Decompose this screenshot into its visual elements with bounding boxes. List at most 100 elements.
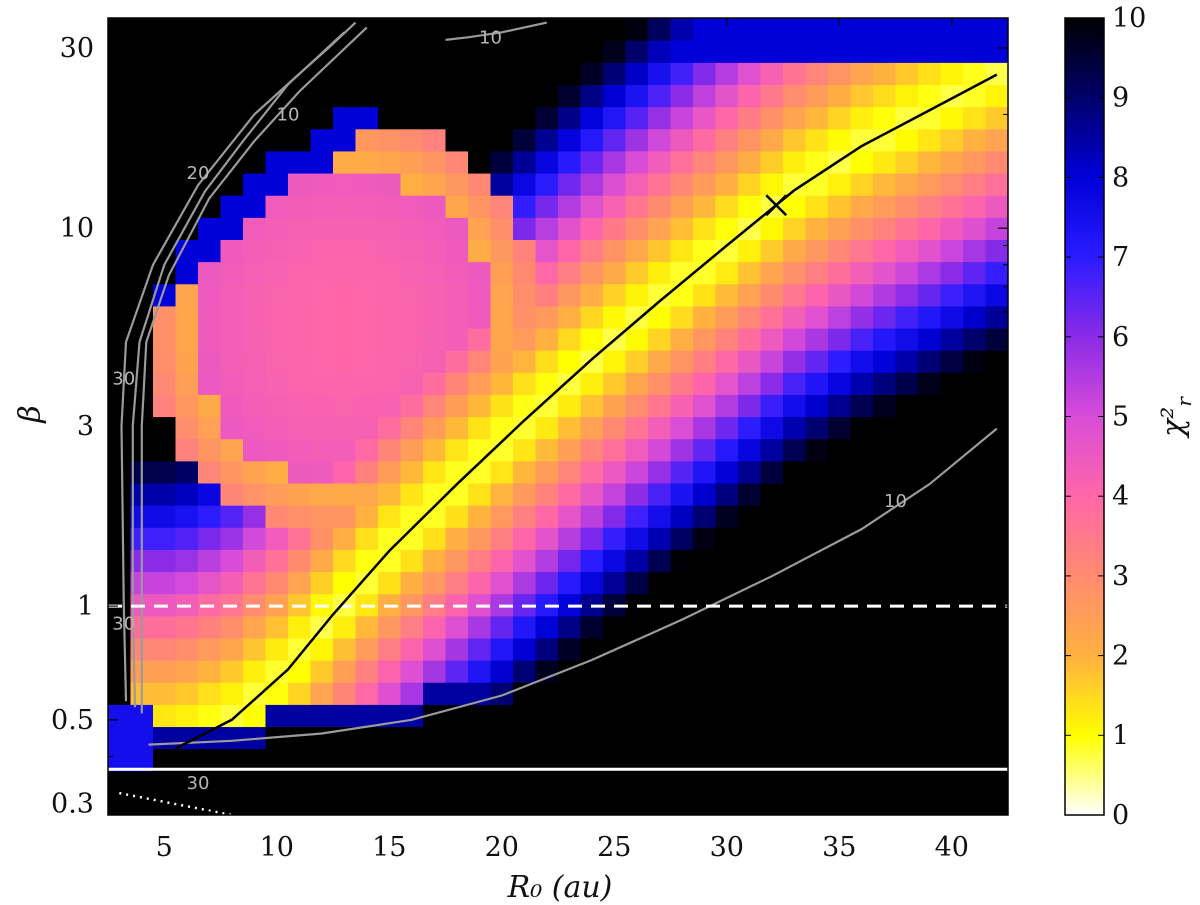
heatmap-cell	[423, 660, 447, 683]
heatmap-cell	[243, 704, 267, 728]
heatmap-cell	[985, 150, 1008, 174]
heatmap-cell	[198, 637, 222, 661]
heatmap-cell	[400, 62, 424, 86]
heatmap-cell	[895, 350, 919, 373]
heatmap-cell	[355, 460, 379, 484]
heatmap-cell	[265, 150, 289, 174]
reference-line-dotted	[119, 791, 233, 815]
heatmap-cell	[985, 62, 1008, 86]
heatmap-cell	[603, 394, 627, 418]
heatmap-cell	[130, 350, 154, 373]
heatmap-cell	[985, 482, 1008, 506]
plot-frame	[107, 17, 1009, 816]
heatmap-cell	[468, 172, 492, 196]
heatmap-cell	[490, 128, 514, 152]
heatmap-cell	[985, 217, 1008, 240]
heatmap-cell	[738, 615, 762, 639]
heatmap-cell	[580, 615, 604, 639]
heatmap-cell	[805, 394, 829, 418]
heatmap-cell	[355, 62, 379, 86]
heatmap-cell	[243, 527, 267, 550]
heatmap-cell	[108, 18, 132, 41]
heatmap-cell	[918, 327, 942, 351]
heatmap-cell	[243, 106, 267, 130]
heatmap-cell	[378, 571, 402, 595]
heatmap-cell	[175, 394, 199, 418]
heatmap-cell	[400, 416, 424, 440]
heatmap-cell	[783, 571, 807, 595]
heatmap-cell	[513, 394, 537, 418]
heatmap-cell	[468, 460, 492, 484]
heatmap-cell	[108, 128, 132, 152]
heatmap-cell	[850, 172, 874, 196]
heatmap-cell	[580, 261, 604, 285]
heatmap-cell	[918, 18, 942, 41]
heatmap-cell	[670, 792, 694, 815]
heatmap-cell	[423, 261, 447, 285]
heatmap-cell	[715, 792, 739, 815]
heatmap-cell	[738, 682, 762, 705]
heatmap-cell	[648, 128, 672, 152]
heatmap-cell	[985, 84, 1008, 108]
heatmap-cell	[963, 40, 987, 63]
heatmap-cell	[828, 305, 852, 329]
heatmap-cell	[423, 372, 447, 395]
heatmap-cell	[378, 416, 402, 440]
heatmap-cell	[670, 84, 694, 108]
heatmap-cell	[220, 571, 244, 595]
heatmap-cell	[333, 172, 357, 196]
heatmap-cell	[513, 239, 537, 263]
heatmap-cell	[400, 261, 424, 285]
heatmap-cell	[805, 615, 829, 639]
heatmap-cell	[130, 726, 154, 750]
heatmap-cell	[693, 549, 717, 573]
heatmap-cell	[895, 305, 919, 329]
heatmap-cell	[693, 615, 717, 639]
heatmap-cell	[760, 637, 784, 661]
heatmap-cell	[895, 394, 919, 418]
heatmap-cell	[378, 615, 402, 639]
heatmap-cell	[175, 350, 199, 373]
heatmap-cell	[288, 704, 312, 728]
heatmap-cell	[693, 770, 717, 794]
heatmap-cell	[513, 350, 537, 373]
heatmap-cell	[760, 261, 784, 285]
heatmap-cell	[873, 482, 897, 506]
heatmap-cell	[468, 527, 492, 550]
heatmap-cell	[535, 615, 559, 639]
heatmap-cell	[243, 84, 267, 108]
heatmap-cell	[513, 748, 537, 772]
heatmap-cell	[625, 195, 649, 218]
colorbar-tick-label: 7	[1112, 242, 1129, 273]
heatmap-cell	[895, 150, 919, 174]
heatmap-cell	[378, 18, 402, 41]
heatmap-cell	[805, 792, 829, 815]
heatmap-cell	[895, 416, 919, 440]
heatmap-cell	[625, 128, 649, 152]
heatmap-cell	[895, 482, 919, 506]
y-axis-ticks: 0.3 0.5 1 3 10 30	[51, 33, 1008, 820]
heatmap-cell	[108, 62, 132, 86]
heatmap-cell	[153, 704, 177, 728]
heatmap-cell	[850, 637, 874, 661]
heatmap-cell	[648, 261, 672, 285]
heatmap-cell	[378, 682, 402, 705]
heatmap-cell	[670, 18, 694, 41]
heatmap-cell	[445, 327, 469, 351]
heatmap-cell	[693, 460, 717, 484]
heatmap-cell	[715, 549, 739, 573]
heatmap-cell	[108, 792, 132, 815]
heatmap-cell	[153, 150, 177, 174]
heatmap-cell	[220, 150, 244, 174]
heatmap-cell	[153, 482, 177, 506]
heatmap-cell	[940, 505, 964, 528]
heatmap-cell	[603, 261, 627, 285]
heatmap-cell	[850, 482, 874, 506]
heatmap-cell	[400, 372, 424, 395]
heatmap-cell	[670, 682, 694, 705]
heatmap-cell	[288, 305, 312, 329]
heatmap-cell	[355, 350, 379, 373]
heatmap-cell	[265, 682, 289, 705]
heatmap-cell	[963, 239, 987, 263]
heatmap-cell	[198, 106, 222, 130]
